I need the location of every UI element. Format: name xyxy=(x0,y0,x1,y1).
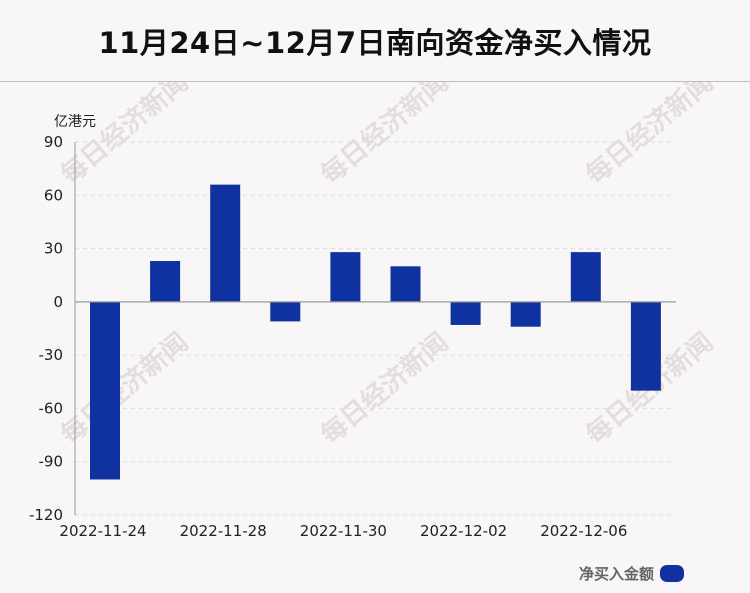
x-tick-label: 2022-11-28 xyxy=(180,522,267,540)
y-tick-label: 0 xyxy=(53,293,63,311)
bar xyxy=(270,301,301,322)
grid-lines xyxy=(75,141,676,516)
y-tick-label: -30 xyxy=(39,346,64,364)
bar xyxy=(390,266,421,302)
y-tick-label: -120 xyxy=(29,506,63,524)
bar-chart: 每日经济新闻每日经济新闻每日经济新闻每日经济新闻每日经济新闻每日经济新闻 亿港元… xyxy=(29,82,719,540)
x-tick-label: 2022-11-30 xyxy=(300,522,387,540)
watermark-text: 每日经济新闻 xyxy=(580,82,719,191)
y-tick-label: -60 xyxy=(39,399,64,417)
legend: 净买入金额 xyxy=(579,563,684,584)
y-tick-label: -90 xyxy=(39,453,64,471)
bar xyxy=(570,252,601,302)
bar xyxy=(450,301,481,325)
watermark-text: 每日经济新闻 xyxy=(315,82,454,191)
bar xyxy=(510,301,541,327)
x-axis-ticks: 2022-11-24 2022-11-28 2022-11-30 2022-12-02… xyxy=(59,522,627,540)
y-tick-label: 30 xyxy=(44,240,63,258)
y-tick-label: 60 xyxy=(44,186,63,204)
title-bar: 11月24日~12月7日南向资金净买入情况 xyxy=(0,0,750,82)
watermark-text: 每日经济新闻 xyxy=(55,326,194,450)
bar xyxy=(630,301,661,391)
bar xyxy=(150,261,181,302)
watermark-text: 每日经济新闻 xyxy=(315,326,454,450)
x-tick-label: 2022-12-02 xyxy=(420,522,507,540)
bar xyxy=(210,184,241,302)
y-axis-unit-label: 亿港元 xyxy=(54,114,96,130)
bar xyxy=(330,252,361,302)
x-tick-label: 2022-12-06 xyxy=(540,522,627,540)
chart-title: 11月24日~12月7日南向资金净买入情况 xyxy=(98,25,652,60)
axes xyxy=(74,142,676,515)
bar xyxy=(90,301,120,480)
y-tick-label: 90 xyxy=(44,133,63,151)
bars xyxy=(90,184,661,480)
x-tick-label: 2022-11-24 xyxy=(59,522,146,540)
y-axis-ticks: 90 60 30 0 -30 -60 -90 -120 xyxy=(29,133,63,524)
legend-swatch xyxy=(660,565,684,582)
watermark-text: 每日经济新闻 xyxy=(55,82,194,191)
legend-label: 净买入金额 xyxy=(578,565,654,583)
